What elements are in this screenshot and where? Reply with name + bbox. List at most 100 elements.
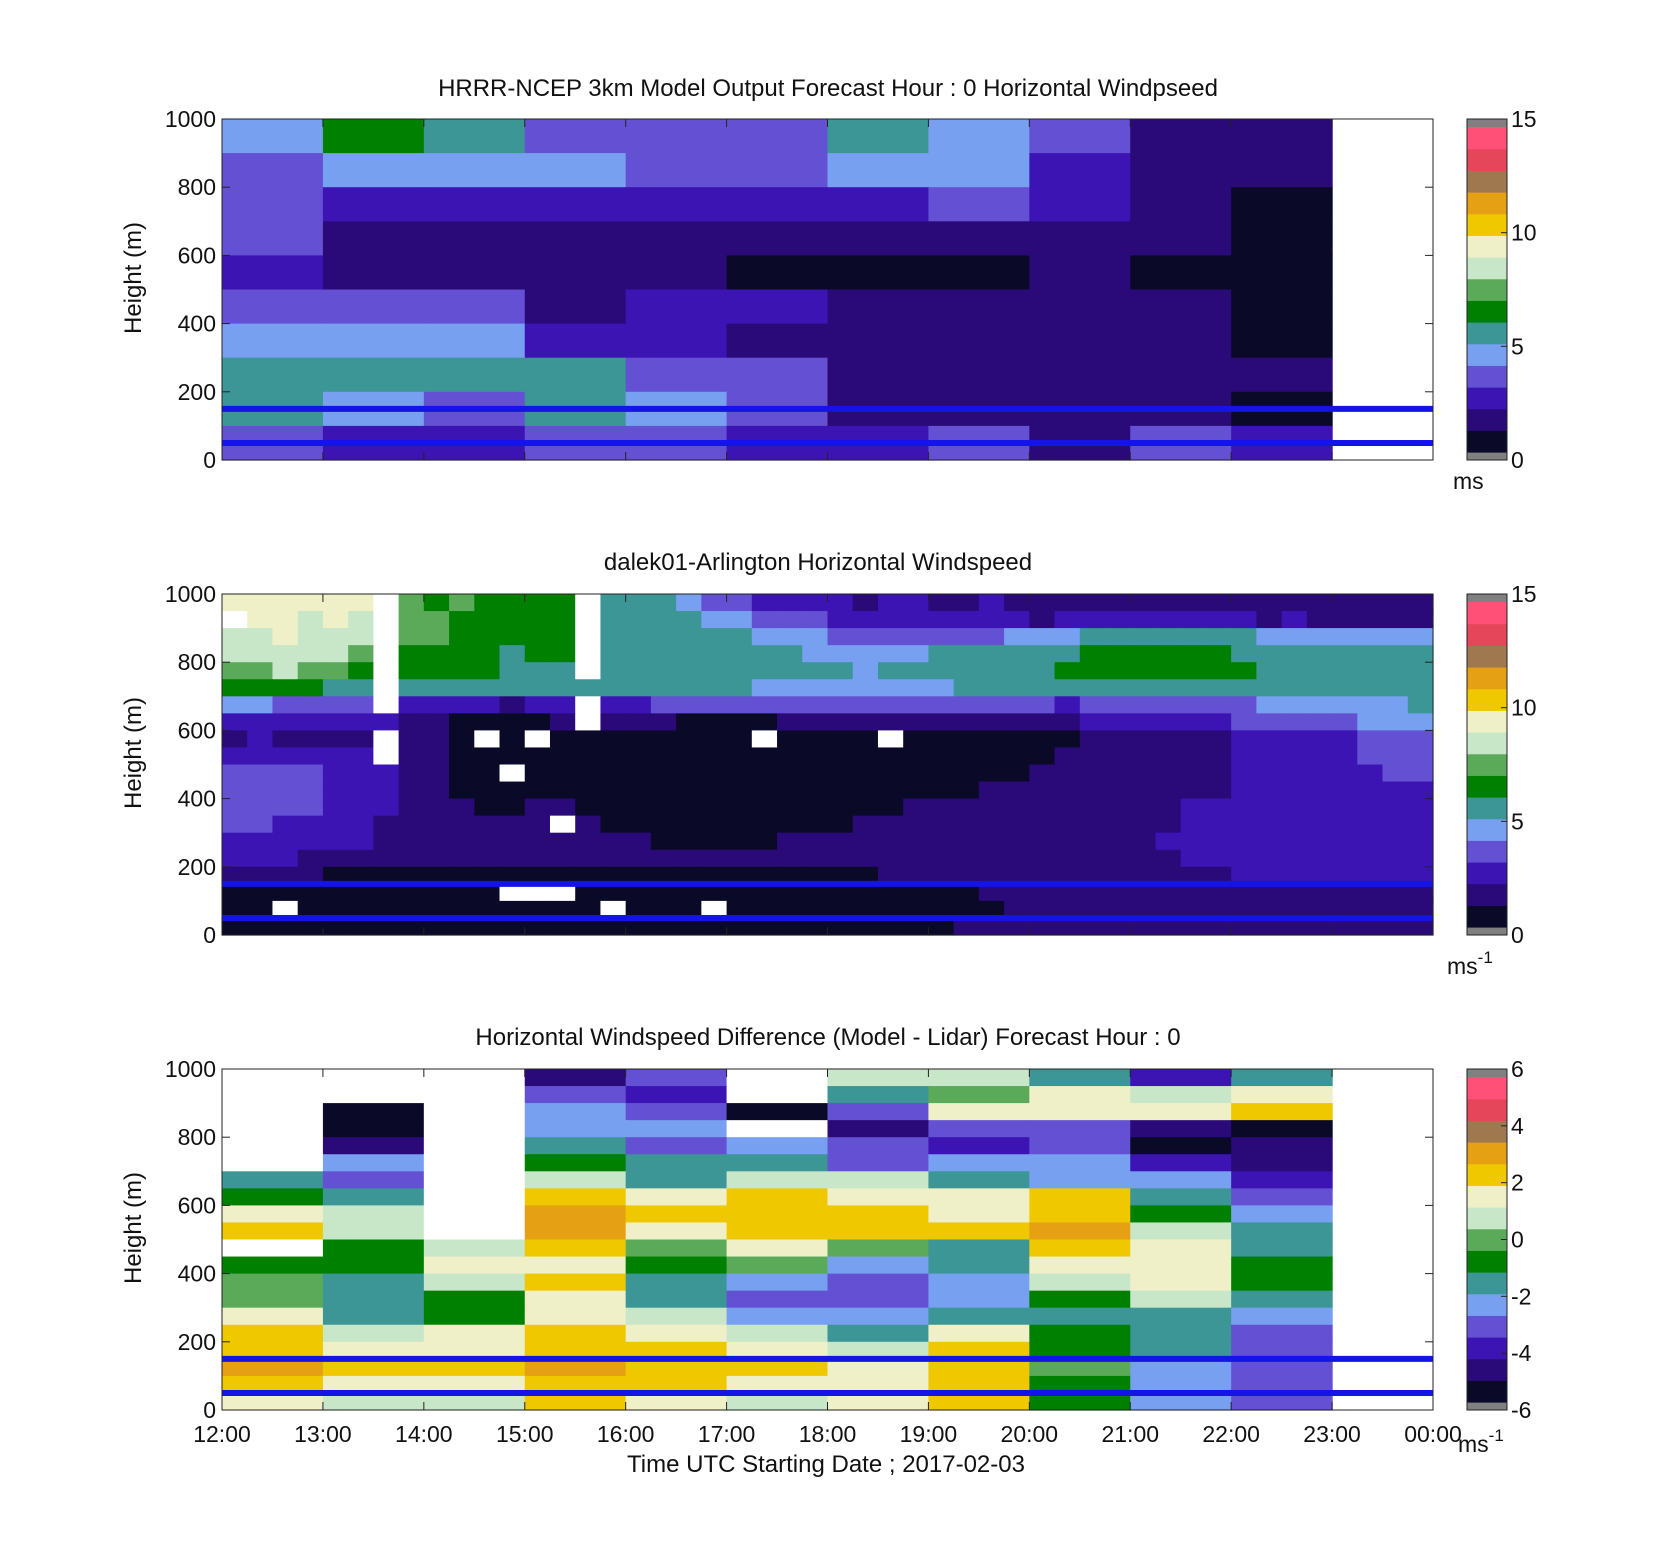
heatmap-cell — [322, 798, 349, 817]
heatmap-cell — [1029, 1154, 1131, 1172]
heatmap-cell — [524, 1375, 627, 1394]
heatmap-cell — [625, 611, 652, 629]
heatmap-cell — [1155, 679, 1182, 697]
heatmap-cell — [903, 883, 930, 902]
heatmap-cell — [978, 747, 1005, 766]
heatmap-cell — [1306, 832, 1333, 851]
colorbar-segment — [1467, 278, 1507, 301]
colorbar-segment — [1467, 1293, 1507, 1316]
heatmap-cell — [297, 696, 324, 714]
heatmap-cell — [802, 696, 829, 714]
heatmap-cell — [600, 611, 627, 629]
heatmap-cell — [1105, 611, 1131, 629]
heatmap-cell — [575, 883, 602, 902]
heatmap-cell — [549, 866, 576, 885]
heatmap-cell — [247, 900, 274, 919]
heatmap-cell — [1079, 781, 1106, 800]
heatmap-cell — [222, 883, 248, 902]
heatmap-cell — [852, 849, 879, 868]
heatmap-cell — [1332, 798, 1358, 817]
heatmap-cell — [222, 815, 248, 834]
heatmap-cell — [1205, 679, 1232, 697]
heatmap-cell — [1130, 153, 1232, 188]
heatmap-cell — [676, 781, 702, 800]
heatmap-cell — [549, 832, 576, 851]
heatmap-cell — [423, 1069, 526, 1087]
heatmap-cell — [575, 781, 602, 800]
heatmap-cell — [272, 900, 299, 919]
heatmap-cell — [449, 628, 475, 646]
heatmap-cell — [1357, 679, 1384, 697]
heatmap-cell — [499, 594, 526, 612]
colorbar-segment — [1467, 300, 1507, 323]
heatmap-cell — [726, 1358, 829, 1377]
heatmap-cell — [726, 713, 753, 731]
heatmap-cell — [1180, 730, 1207, 749]
heatmap-cell — [423, 730, 450, 749]
heatmap-cell — [1306, 679, 1333, 697]
heatmap-cell — [1079, 815, 1106, 834]
heatmap-cell — [625, 594, 652, 612]
heatmap-cell — [499, 917, 526, 936]
heatmap-cell — [600, 900, 627, 919]
colorbar-segment — [1467, 257, 1507, 280]
heatmap-cell — [1332, 611, 1358, 629]
difference-colorbar-unit: ms-1 — [1458, 1426, 1504, 1457]
x-tick-label: 22:00 — [1202, 1421, 1260, 1447]
heatmap-cell — [953, 900, 980, 919]
heatmap-cell — [1205, 764, 1232, 783]
heatmap-cell — [575, 866, 602, 885]
heatmap-cell — [1029, 1358, 1131, 1377]
heatmap-cell — [322, 255, 425, 291]
heatmap-cell — [1130, 781, 1157, 800]
heatmap-cell — [827, 1239, 930, 1258]
heatmap-cell — [852, 747, 879, 766]
heatmap-cell — [877, 747, 904, 766]
heatmap-cell — [247, 594, 274, 612]
heatmap-cell — [650, 798, 677, 817]
heatmap-cell — [1231, 1358, 1333, 1377]
heatmap-cell — [726, 1290, 829, 1309]
heatmap-cell — [726, 1171, 829, 1189]
heatmap-cell — [625, 289, 728, 325]
heatmap-cell — [474, 679, 501, 697]
heatmap-cell — [297, 645, 324, 663]
heatmap-cell — [777, 730, 803, 749]
heatmap-cell — [1079, 611, 1106, 629]
heatmap-cell — [1155, 917, 1182, 936]
heatmap-cell — [1130, 1205, 1232, 1224]
heatmap-cell — [827, 1358, 930, 1377]
colorbar-segment — [1467, 1358, 1507, 1381]
heatmap-cell — [802, 883, 829, 902]
heatmap-cell — [1029, 594, 1056, 612]
heatmap-cell — [676, 730, 702, 749]
heatmap-cell — [928, 594, 955, 612]
heatmap-cell — [1332, 713, 1358, 731]
heatmap-cell — [1054, 679, 1081, 697]
heatmap-cell — [373, 696, 400, 714]
heatmap-cell — [1105, 594, 1131, 612]
heatmap-cell — [575, 645, 602, 663]
heatmap-cell — [373, 900, 400, 919]
heatmap-cell — [1407, 781, 1434, 800]
heatmap-cell — [1256, 696, 1283, 714]
heatmap-cell — [953, 747, 980, 766]
heatmap-cell — [650, 883, 677, 902]
heatmap-cell — [474, 917, 501, 936]
heatmap-cell — [247, 849, 274, 868]
heatmap-cell — [423, 764, 450, 783]
heatmap-cell — [1407, 832, 1434, 851]
heatmap-cell — [827, 1137, 930, 1155]
heatmap-cell — [423, 1154, 526, 1172]
heatmap-cell — [1256, 645, 1283, 663]
heatmap-cell — [398, 594, 425, 612]
heatmap-cell — [1130, 611, 1157, 629]
heatmap-cell — [373, 764, 400, 783]
heatmap-cell — [423, 1273, 526, 1292]
heatmap-cell — [474, 798, 501, 817]
heatmap-cell — [1407, 628, 1434, 646]
heatmap-cell — [222, 323, 324, 359]
heatmap-cell — [222, 900, 248, 919]
heatmap-cell — [726, 866, 753, 885]
heatmap-cell — [1130, 645, 1157, 663]
